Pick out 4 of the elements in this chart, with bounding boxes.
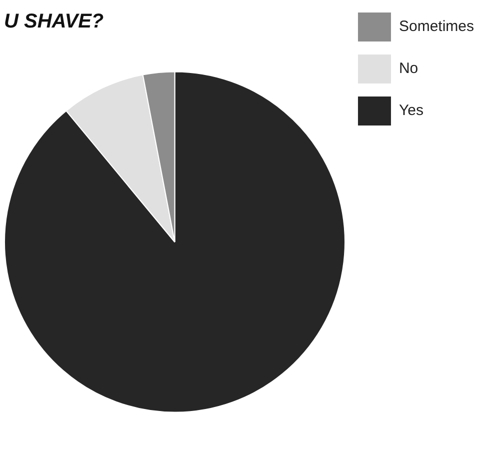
legend-label: No	[398, 60, 418, 78]
legend-label: Yes	[398, 102, 424, 120]
chart-title: U SHAVE?	[4, 10, 104, 33]
legend-label: Sometimes	[398, 18, 474, 36]
